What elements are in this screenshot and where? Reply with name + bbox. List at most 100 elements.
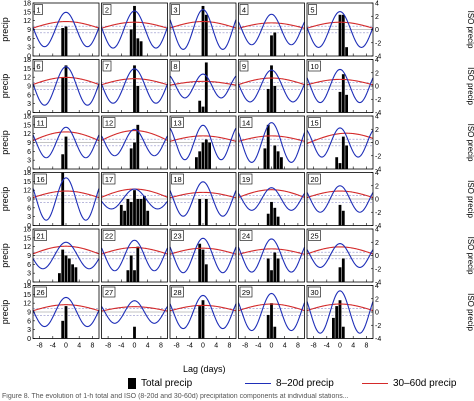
y-right-axis-title: ISO precip: [466, 293, 474, 331]
y-left-tick-label: 6: [27, 149, 31, 156]
total-precip-bar: [194, 157, 198, 169]
panel-label-box: [171, 4, 180, 15]
panel-label-box: [102, 230, 116, 241]
short-iso-line: [101, 128, 168, 157]
total-precip-bar: [331, 317, 335, 339]
panel-label: 18: [173, 175, 181, 184]
total-precip-bar: [201, 142, 205, 169]
panel-label: 16: [36, 175, 44, 184]
total-precip-bar: [201, 106, 205, 113]
y-left-axis-title: precip: [0, 300, 10, 325]
panel-16: 16 18 15 12 96 3 0 precip: [0, 170, 100, 230]
x-tick-label: -4: [255, 343, 261, 350]
x-tick-label: -4: [118, 343, 124, 350]
y-right-tick-label: 0: [375, 84, 379, 91]
panel-label: 9: [242, 62, 246, 71]
short-iso-line: [306, 290, 374, 334]
panel-label: 12: [105, 119, 113, 128]
panel-30: 30 4 2 0 -2 -4 ISO precip -8 -4 0 4 8: [306, 283, 474, 350]
panel-label-box: [308, 117, 321, 128]
panel-label: 22: [105, 232, 113, 241]
y-right-tick-label: 0: [375, 27, 379, 34]
total-precip-bar: [64, 26, 68, 56]
panel-label-box: [102, 60, 112, 72]
panel-label-box: [308, 173, 321, 185]
total-precip-bar: [139, 199, 143, 226]
panel-label: 29: [242, 288, 250, 297]
panel-label: 17: [105, 175, 113, 184]
panel-10: 10 4 2 0 -2 -4 ISO precip: [306, 57, 474, 117]
panel-label-box: [34, 286, 47, 298]
total-precip-bar: [136, 86, 140, 113]
panel-label: 13: [173, 119, 181, 128]
panel-label-box: [239, 173, 253, 185]
total-precip-bar: [133, 5, 136, 57]
y-right-axis-title: ISO precip: [466, 11, 474, 49]
panel-label: 26: [36, 288, 44, 297]
total-precip-bar: [204, 14, 208, 56]
total-precip-bar: [273, 326, 277, 339]
total-precip-bar: [341, 210, 345, 226]
x-tick-label: 4: [351, 343, 355, 350]
total-precip-bar: [119, 204, 123, 226]
short-iso-line: [32, 126, 100, 159]
total-precip-bar: [338, 91, 342, 113]
y-left-tick-label: 3: [27, 327, 31, 334]
legend-item-total: Total precip: [128, 378, 192, 389]
total-precip-bar: [345, 47, 349, 56]
y-right-tick-label: -4: [375, 336, 381, 343]
total-precip-bar: [61, 154, 65, 169]
short-iso-line: [32, 177, 100, 221]
panel-13: 13: [169, 115, 237, 170]
y-right-tick-label: 2: [375, 240, 379, 247]
panel-25: 25 4 2 0 -2 -4 ISO precip: [306, 227, 474, 287]
panel-label: 23: [173, 232, 181, 241]
y-left-tick-label: 3: [27, 271, 31, 278]
total-precip-bar: [129, 148, 133, 169]
y-left-tick-label: 18: [23, 57, 31, 64]
legend: Total precip 8–20d precip 30–60d precip: [120, 376, 474, 394]
panel-label: 24: [242, 232, 250, 241]
legend-item-long: 30–60d precip: [362, 378, 456, 389]
y-right-tick-label: 2: [375, 70, 379, 77]
long-iso-line: [101, 78, 168, 86]
long-iso-line: [169, 21, 237, 29]
panel-label: 1: [36, 6, 40, 15]
y-left-axis-title: precip: [0, 17, 10, 42]
short-iso-line: [306, 185, 374, 213]
panel-7: 7: [100, 59, 169, 113]
total-precip-bar: [129, 29, 133, 56]
y-left-axis-title: precip: [0, 74, 10, 99]
y-left-tick-label: 0: [27, 54, 31, 61]
y-right-tick-label: 4: [375, 1, 379, 8]
y-right-tick-label: 4: [375, 227, 379, 234]
panel-14: 14: [237, 115, 306, 170]
total-precip-bar: [266, 258, 270, 282]
total-precip-bar: [133, 142, 136, 169]
long-iso-line: [238, 77, 305, 86]
y-right-tick-label: 2: [375, 296, 379, 303]
total-precip-bar: [204, 264, 208, 282]
panel-label-box: [34, 4, 43, 15]
total-precip-bar: [139, 41, 143, 56]
total-precip-bar: [67, 258, 71, 282]
legend-short-label: 8–20d precip: [276, 378, 334, 389]
total-precip-bar: [64, 65, 68, 113]
panel-label: 20: [310, 175, 318, 184]
long-iso-line: [306, 190, 374, 199]
panel-12: 12: [101, 115, 168, 170]
total-precip-bar: [126, 199, 130, 226]
panel-24: 24: [237, 228, 306, 283]
y-right-tick-label: 0: [375, 253, 379, 260]
panel-3: 3: [169, 2, 237, 57]
total-precip-bar: [335, 157, 339, 169]
short-iso-line: [101, 300, 168, 324]
y-right-tick-label: -2: [375, 97, 381, 104]
y-left-tick-label: 12: [23, 18, 31, 25]
x-tick-label: 4: [214, 343, 218, 350]
panel-label: 6: [36, 62, 40, 71]
long-iso-line: [101, 247, 168, 255]
